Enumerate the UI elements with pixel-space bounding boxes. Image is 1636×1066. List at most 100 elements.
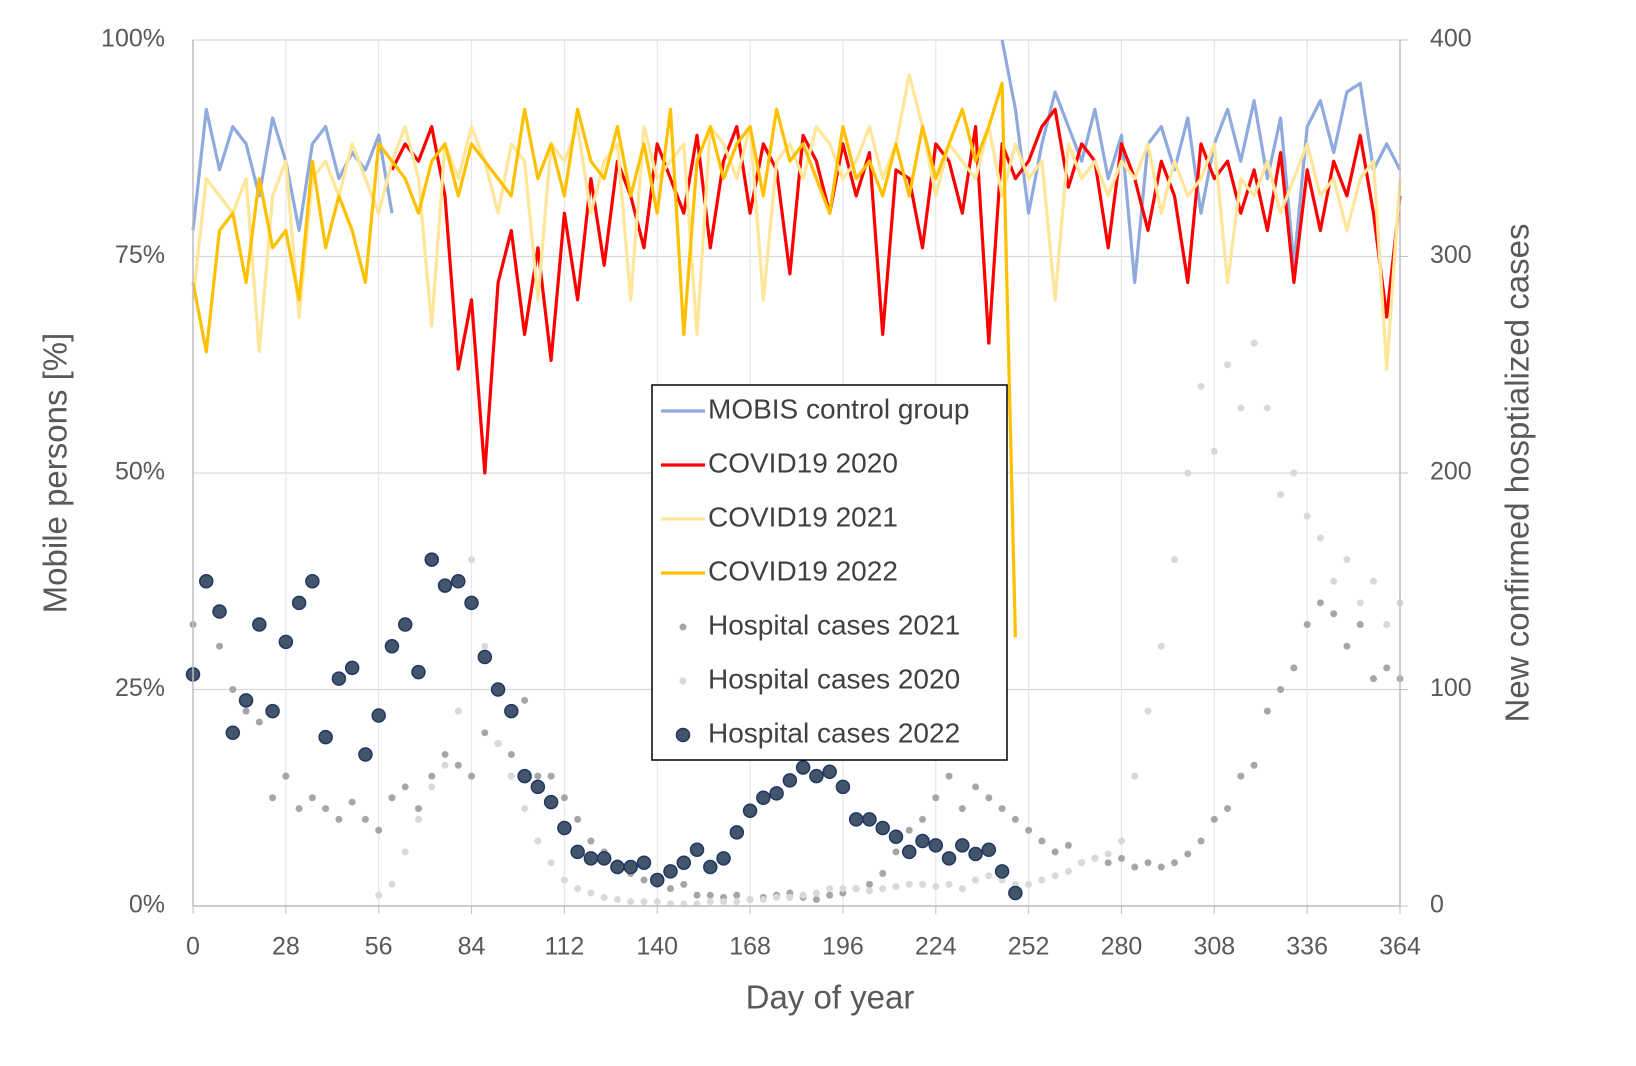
scatter-point	[680, 880, 688, 888]
scatter-point	[729, 825, 745, 840]
scatter-point	[587, 889, 595, 897]
scatter-point	[1316, 599, 1324, 607]
scatter-point	[955, 838, 970, 853]
x-tick-label: 336	[1286, 933, 1328, 961]
y2-tick-label: 0	[1430, 891, 1444, 919]
scatter-point	[945, 772, 953, 780]
scatter-point	[865, 880, 873, 888]
legend-label: Hospital cases 2022	[708, 717, 960, 748]
scatter-point	[706, 898, 714, 906]
scatter-point	[437, 578, 453, 593]
y-tick-label: 0%	[129, 891, 165, 919]
scatter-point	[428, 783, 436, 791]
scatter-point	[1210, 447, 1218, 455]
scatter-point	[384, 638, 400, 654]
scatter-point	[716, 851, 731, 866]
scatter-point	[636, 855, 652, 870]
scatter-point	[596, 851, 612, 866]
scatter-point	[1008, 885, 1023, 901]
scatter-point	[1117, 837, 1125, 845]
scatter-point	[322, 805, 330, 813]
line-series	[191, 81, 1017, 638]
scatter-point	[1356, 621, 1364, 629]
legend-swatch	[679, 677, 687, 685]
scatter-point	[507, 750, 515, 758]
scatter-point	[441, 750, 449, 758]
scatter-point	[521, 696, 529, 704]
scatter-point	[428, 772, 436, 780]
scatter-point	[507, 772, 515, 780]
scatter-point	[560, 794, 568, 802]
scatter-point	[1356, 599, 1364, 607]
scatter-point	[269, 794, 277, 802]
scatter-point	[610, 859, 625, 875]
y2-tick-label: 300	[1430, 241, 1472, 269]
y-axis-title: Mobile persons [%]	[37, 333, 74, 614]
scatter-point	[282, 772, 290, 780]
y2-tick-label: 400	[1430, 25, 1472, 53]
scatter-point	[1369, 577, 1377, 585]
scatter-point	[371, 708, 386, 723]
scatter-point	[1184, 469, 1192, 477]
scatter-point	[998, 805, 1006, 813]
scatter-point	[278, 634, 294, 650]
y2-tick-label: 100	[1430, 674, 1472, 702]
line-series	[390, 107, 1402, 475]
scatter-point	[1224, 805, 1232, 813]
scatter-point	[308, 794, 316, 802]
scatter-point	[255, 718, 263, 726]
scatter-point	[1157, 863, 1165, 871]
scatter-point	[1038, 876, 1046, 884]
scatter-point	[344, 660, 360, 676]
scatter-point	[305, 574, 320, 589]
scatter-point	[212, 604, 227, 619]
scatter-point	[1250, 761, 1258, 769]
scatter-point	[875, 820, 890, 836]
scatter-point	[1237, 772, 1245, 780]
scatter-point	[1369, 675, 1377, 683]
scatter-point	[826, 885, 834, 893]
scatter-point	[879, 870, 887, 878]
scatter-point	[822, 764, 837, 780]
x-axis-title: Day of year	[746, 979, 915, 1016]
scatter-point	[1131, 772, 1139, 780]
scatter-point	[1171, 556, 1179, 564]
scatter-point	[839, 885, 847, 893]
scatter-point	[1330, 577, 1338, 585]
scatter-point	[530, 779, 546, 795]
scatter-point	[401, 848, 409, 856]
scatter-point	[812, 896, 820, 904]
scatter-point	[663, 864, 678, 879]
scatter-point	[1184, 850, 1192, 858]
scatter-point	[640, 898, 648, 906]
legend-label: Hospital cases 2021	[708, 609, 960, 640]
scatter-point	[295, 805, 303, 813]
scatter-point	[358, 747, 373, 762]
scatter-point	[985, 872, 993, 880]
legend-label: COVID19 2020	[708, 447, 898, 478]
scatter-point	[945, 880, 953, 888]
scatter-point	[441, 761, 449, 769]
scatter-point	[388, 794, 396, 802]
scatter-point	[1263, 707, 1271, 715]
scatter-point	[1330, 610, 1338, 618]
scatter-point	[600, 893, 608, 901]
scatter-point	[574, 885, 582, 893]
scatter-point	[826, 891, 834, 899]
line-series	[191, 73, 1402, 371]
scatter-point	[318, 729, 333, 745]
scatter-point	[477, 649, 493, 665]
scatter-point	[216, 642, 224, 650]
scatter-point	[481, 642, 489, 650]
scatter-point	[994, 864, 1010, 879]
scatter-point	[468, 556, 476, 564]
scatter-point	[1117, 854, 1125, 862]
scatter-point	[468, 772, 476, 780]
scatter-point	[689, 842, 705, 857]
scatter-point	[1343, 556, 1351, 564]
scatter-point	[252, 617, 267, 632]
scatter-point	[1025, 826, 1033, 834]
scatter-point	[1144, 859, 1152, 867]
scatter-point	[746, 896, 754, 904]
